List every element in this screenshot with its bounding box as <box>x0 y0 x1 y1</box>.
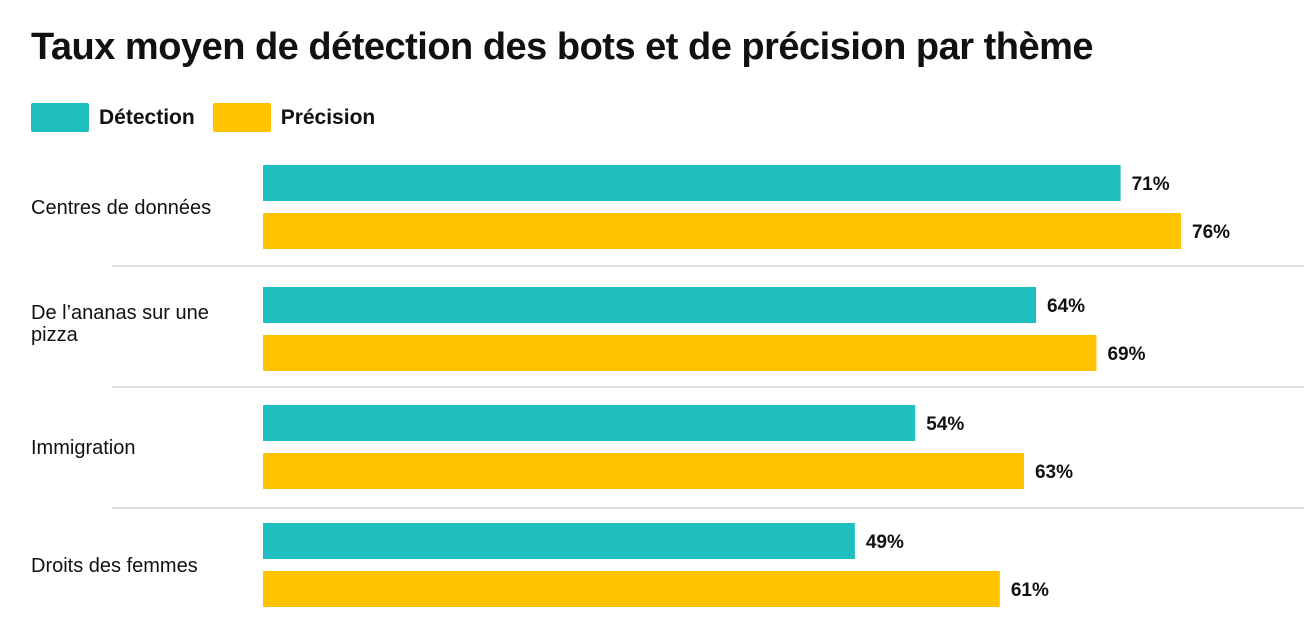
data-label: 76% <box>1192 222 1230 243</box>
legend-item-detection: Détection <box>31 103 195 132</box>
legend-label-detection: Détection <box>99 105 195 129</box>
bar-detection <box>263 405 916 441</box>
data-label: 61% <box>1011 580 1049 601</box>
bar-precision <box>263 335 1097 371</box>
category-label: Immigration <box>31 437 135 459</box>
category-label: Droits des femmes <box>31 555 198 577</box>
bar-precision <box>263 213 1181 249</box>
data-label: 69% <box>1107 344 1145 365</box>
legend: Détection Précision <box>31 103 393 132</box>
bar-detection <box>263 523 855 559</box>
data-label: 49% <box>866 532 904 553</box>
category-label: Centres de données <box>31 197 211 219</box>
data-label: 63% <box>1035 462 1073 483</box>
legend-swatch-precision <box>212 103 271 132</box>
category-label: De l’ananas sur une <box>31 302 209 324</box>
bar-precision <box>263 571 1000 607</box>
data-label: 54% <box>926 414 964 435</box>
bar-precision <box>263 453 1024 489</box>
legend-item-precision: Précision <box>212 103 376 132</box>
data-label: 71% <box>1132 174 1170 195</box>
data-label: 64% <box>1047 296 1085 317</box>
chart-title: Taux moyen de détection des bots et de p… <box>31 26 1094 68</box>
category-label: pizza <box>31 324 79 346</box>
bar-detection <box>263 165 1121 201</box>
bar-detection <box>263 287 1037 323</box>
legend-label-precision: Précision <box>280 105 376 129</box>
legend-swatch-detection <box>31 103 89 132</box>
